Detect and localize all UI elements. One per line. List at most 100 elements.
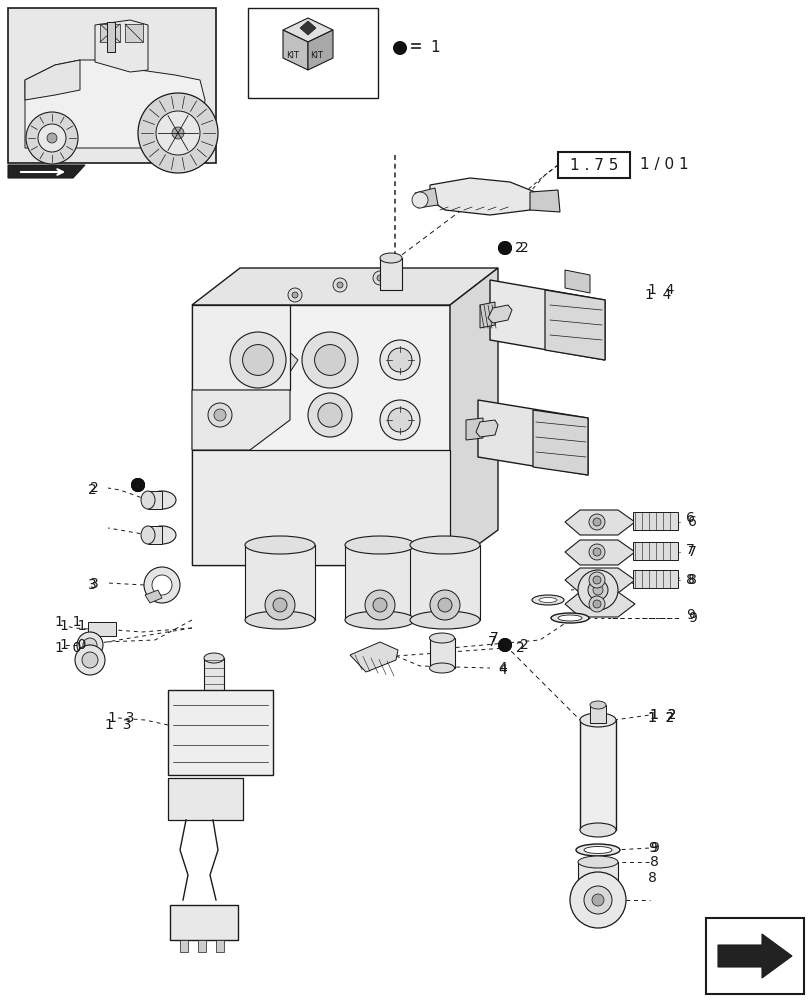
Polygon shape: [191, 268, 497, 305]
Circle shape: [592, 576, 600, 584]
Ellipse shape: [579, 823, 616, 837]
Polygon shape: [191, 305, 290, 390]
Circle shape: [592, 600, 600, 608]
Bar: [198, 940, 206, 952]
Polygon shape: [350, 642, 397, 672]
Circle shape: [372, 598, 387, 612]
Circle shape: [271, 356, 279, 364]
Circle shape: [26, 112, 78, 164]
Text: 1  4: 1 4: [644, 288, 671, 302]
Polygon shape: [489, 280, 604, 360]
Polygon shape: [530, 190, 560, 212]
Text: 6: 6: [685, 511, 694, 525]
Text: 9: 9: [685, 608, 694, 622]
Ellipse shape: [148, 526, 176, 544]
Polygon shape: [564, 568, 634, 593]
Circle shape: [131, 478, 145, 492]
Polygon shape: [475, 420, 497, 437]
Circle shape: [138, 93, 217, 173]
Bar: [204, 658, 224, 696]
Text: 1  1: 1 1: [55, 615, 81, 629]
Text: 1  1: 1 1: [60, 619, 87, 633]
Text: 8: 8: [647, 871, 656, 885]
Ellipse shape: [551, 613, 588, 623]
Text: 1: 1: [430, 40, 439, 55]
Circle shape: [588, 514, 604, 530]
Polygon shape: [299, 21, 315, 35]
Text: 1  0: 1 0: [60, 638, 86, 652]
Circle shape: [333, 278, 346, 292]
Bar: [430, 638, 454, 668]
Text: 5: 5: [240, 341, 248, 355]
Circle shape: [393, 41, 406, 55]
Circle shape: [388, 408, 411, 432]
Circle shape: [592, 585, 603, 595]
Ellipse shape: [575, 844, 620, 856]
Polygon shape: [25, 60, 80, 100]
Circle shape: [288, 288, 302, 302]
Ellipse shape: [148, 491, 176, 509]
Circle shape: [497, 241, 512, 255]
Bar: [577, 862, 617, 887]
Circle shape: [380, 340, 419, 380]
Circle shape: [592, 518, 600, 526]
Polygon shape: [307, 30, 333, 70]
Text: 3: 3: [88, 578, 97, 592]
Ellipse shape: [345, 611, 414, 629]
Circle shape: [314, 345, 345, 375]
Ellipse shape: [410, 611, 479, 629]
Text: 8: 8: [687, 573, 696, 587]
Circle shape: [75, 645, 105, 675]
Circle shape: [82, 652, 98, 668]
Polygon shape: [191, 305, 449, 565]
Bar: [148, 491, 162, 509]
Polygon shape: [25, 60, 204, 148]
Ellipse shape: [429, 633, 454, 643]
Ellipse shape: [557, 615, 581, 621]
Bar: [590, 705, 605, 723]
Text: 1  2: 1 2: [647, 711, 674, 725]
Circle shape: [388, 348, 411, 372]
Bar: [345, 545, 414, 620]
Ellipse shape: [245, 611, 315, 629]
Polygon shape: [479, 302, 495, 328]
Text: 1  3: 1 3: [108, 711, 134, 725]
Polygon shape: [564, 510, 634, 535]
Bar: [410, 545, 479, 620]
Circle shape: [411, 192, 427, 208]
Ellipse shape: [345, 536, 414, 554]
Circle shape: [302, 332, 358, 388]
Circle shape: [376, 275, 383, 281]
Circle shape: [131, 478, 145, 492]
Ellipse shape: [577, 856, 617, 868]
Text: 9: 9: [649, 841, 658, 855]
Circle shape: [497, 638, 512, 652]
Text: 3: 3: [90, 577, 99, 591]
Circle shape: [152, 575, 172, 595]
Circle shape: [380, 400, 419, 440]
Bar: [579, 720, 616, 830]
Text: 9: 9: [647, 841, 656, 855]
Polygon shape: [283, 30, 307, 70]
Circle shape: [588, 596, 604, 612]
Text: 6: 6: [687, 515, 696, 529]
Text: KIT: KIT: [285, 51, 298, 60]
Polygon shape: [8, 165, 85, 178]
Text: 2: 2: [514, 241, 523, 255]
Polygon shape: [414, 188, 437, 208]
Circle shape: [569, 872, 625, 928]
Bar: [633, 512, 677, 530]
Circle shape: [591, 894, 603, 906]
Text: 1  2: 1 2: [647, 711, 674, 725]
Ellipse shape: [245, 536, 315, 554]
Circle shape: [588, 544, 604, 560]
Circle shape: [83, 638, 97, 652]
Polygon shape: [272, 345, 298, 372]
Text: 7: 7: [489, 631, 498, 645]
Polygon shape: [449, 268, 497, 565]
Circle shape: [208, 403, 232, 427]
Bar: [107, 22, 115, 52]
Polygon shape: [466, 418, 483, 440]
Text: 2: 2: [515, 641, 524, 655]
Ellipse shape: [539, 597, 556, 602]
